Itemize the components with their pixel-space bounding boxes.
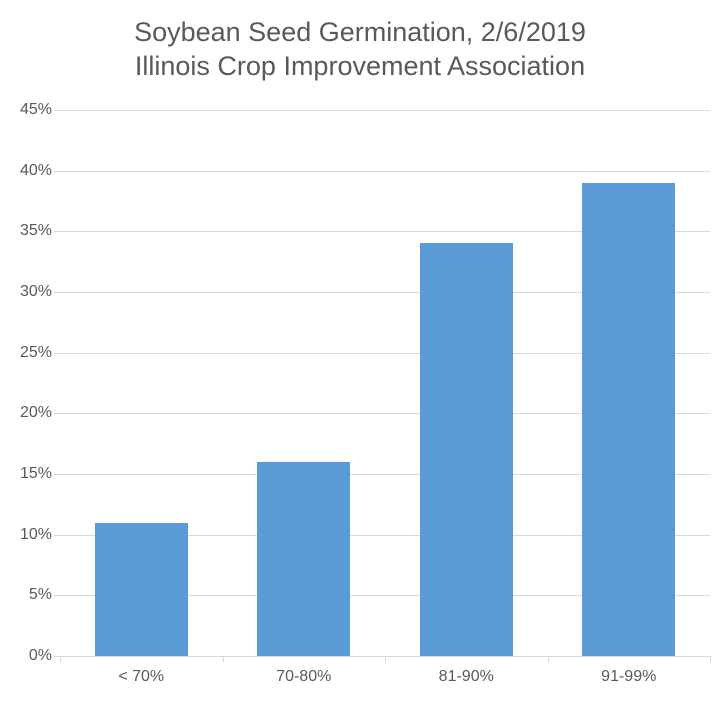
x-tick-label: 81-90%	[439, 656, 494, 686]
x-tick-mark	[710, 656, 711, 662]
x-tick-label: < 70%	[118, 656, 164, 686]
x-tick-mark	[223, 656, 224, 662]
bar	[420, 243, 513, 656]
x-tick-mark	[548, 656, 549, 662]
y-tick-label: 10%	[20, 526, 60, 544]
x-tick-mark	[60, 656, 61, 662]
y-tick-label: 20%	[20, 404, 60, 422]
x-tick-mark	[385, 656, 386, 662]
x-tick-label: 91-99%	[601, 656, 656, 686]
y-tick-label: 45%	[20, 101, 60, 119]
y-tick-label: 15%	[20, 465, 60, 483]
bar	[257, 462, 350, 656]
chart-container: Soybean Seed Germination, 2/6/2019 Illin…	[0, 0, 720, 706]
y-tick-label: 40%	[20, 162, 60, 180]
grid-line	[60, 110, 710, 111]
chart-title-line2: Illinois Crop Improvement Association	[0, 50, 720, 84]
y-tick-label: 5%	[29, 586, 60, 604]
plot-area: 0%5%10%15%20%25%30%35%40%45%< 70%70-80%8…	[60, 110, 710, 656]
y-tick-label: 30%	[20, 283, 60, 301]
chart-title-line1: Soybean Seed Germination, 2/6/2019	[0, 16, 720, 50]
chart-title: Soybean Seed Germination, 2/6/2019 Illin…	[0, 0, 720, 94]
bar	[95, 523, 188, 656]
y-tick-label: 0%	[29, 647, 60, 665]
y-tick-label: 25%	[20, 344, 60, 362]
x-tick-label: 70-80%	[276, 656, 331, 686]
bar	[582, 183, 675, 656]
y-tick-label: 35%	[20, 222, 60, 240]
grid-line	[60, 171, 710, 172]
